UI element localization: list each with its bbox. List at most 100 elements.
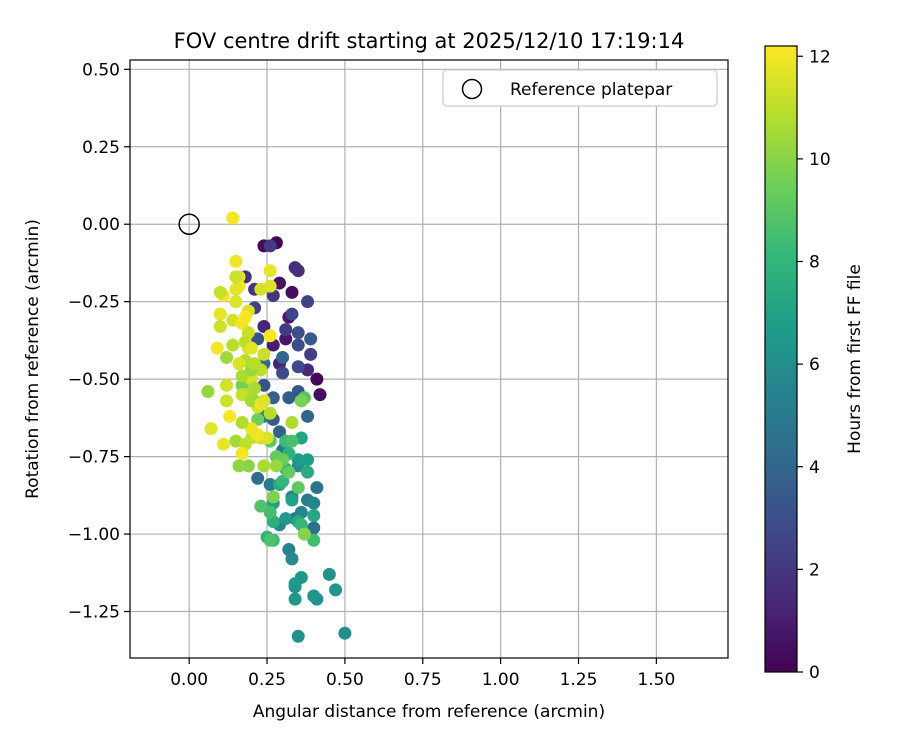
data-point xyxy=(322,567,336,581)
x-tick-label: 0.00 xyxy=(170,670,208,690)
data-point xyxy=(232,459,246,473)
grid xyxy=(130,60,728,658)
data-point xyxy=(285,552,299,566)
data-point xyxy=(254,499,268,513)
colorbar-tick-label: 10 xyxy=(809,150,831,170)
data-point xyxy=(257,459,271,473)
y-tick-label: −1.00 xyxy=(68,525,120,545)
data-point xyxy=(304,332,318,346)
x-axis-label: Angular distance from reference (arcmin) xyxy=(253,702,605,722)
x-axis-ticks: 0.00 0.25 0.50 0.75 1.00 1.25 1.50 xyxy=(170,658,675,690)
data-point xyxy=(307,521,321,535)
data-point xyxy=(235,388,249,402)
data-point xyxy=(301,409,315,423)
data-point xyxy=(229,254,243,268)
colorbar-tick-label: 8 xyxy=(809,253,820,273)
data-point xyxy=(213,319,227,333)
data-point xyxy=(276,350,290,364)
data-point xyxy=(307,533,321,547)
y-tick-label: 0.25 xyxy=(82,138,120,158)
data-point xyxy=(304,347,318,361)
y-tick-label: 0.50 xyxy=(82,60,120,80)
y-axis-label: Rotation from reference (arcmin) xyxy=(23,219,43,499)
data-points xyxy=(201,211,352,643)
data-point xyxy=(301,465,315,479)
data-point xyxy=(238,310,252,324)
data-point xyxy=(220,350,234,364)
colorbar-tick-label: 4 xyxy=(809,458,820,478)
data-point xyxy=(235,369,249,383)
y-tick-label: −0.75 xyxy=(68,448,120,468)
data-point xyxy=(291,360,305,374)
data-point xyxy=(251,428,265,442)
data-point xyxy=(291,326,305,340)
data-point xyxy=(285,285,299,299)
data-point xyxy=(288,577,302,591)
data-point xyxy=(223,409,237,423)
data-point xyxy=(307,508,321,522)
data-point xyxy=(279,332,293,346)
colorbar-ticks: 0 2 4 6 8 10 12 xyxy=(797,47,831,683)
data-point xyxy=(297,527,311,541)
legend-box xyxy=(442,69,718,107)
data-point xyxy=(251,332,265,346)
colorbar-label: Hours from first FF file xyxy=(845,264,865,454)
data-point xyxy=(263,406,277,420)
chart-title: FOV centre drift starting at 2025/12/10 … xyxy=(174,29,685,53)
data-point xyxy=(257,394,271,408)
data-point xyxy=(232,357,246,371)
data-point xyxy=(282,465,296,479)
x-tick-label: 0.50 xyxy=(326,670,364,690)
data-point xyxy=(251,471,265,485)
colorbar-tick-label: 12 xyxy=(809,47,831,67)
data-point xyxy=(248,357,262,371)
data-point xyxy=(291,629,305,643)
data-point xyxy=(301,453,315,467)
data-point xyxy=(282,391,296,405)
data-point xyxy=(235,416,249,430)
data-point xyxy=(210,341,224,355)
reference-platepar-marker xyxy=(178,213,200,235)
data-point xyxy=(229,282,243,296)
data-point xyxy=(291,338,305,352)
colorbar-tick-label: 6 xyxy=(809,355,820,375)
data-point xyxy=(263,533,277,547)
data-point xyxy=(204,422,218,436)
colorbar-gradient xyxy=(764,45,798,673)
data-point xyxy=(251,412,265,426)
data-point xyxy=(226,211,240,225)
colorbar-tick-label: 0 xyxy=(809,663,820,683)
data-point xyxy=(269,459,283,473)
legend-marker-icon xyxy=(461,78,483,100)
data-point xyxy=(285,434,299,448)
data-point xyxy=(276,474,290,488)
colorbar: 0 2 4 6 8 10 12 Hours from first FF file xyxy=(764,45,865,683)
data-point xyxy=(213,285,227,299)
data-point xyxy=(257,347,271,361)
data-point xyxy=(220,378,234,392)
data-point xyxy=(244,341,258,355)
data-point xyxy=(285,307,299,321)
data-point xyxy=(216,437,230,451)
data-point xyxy=(235,447,249,461)
data-point xyxy=(213,307,227,321)
data-point xyxy=(226,338,240,352)
data-point xyxy=(294,394,308,408)
data-point xyxy=(241,459,255,473)
data-point xyxy=(313,388,327,402)
legend: Reference platepar xyxy=(442,69,718,107)
data-point xyxy=(263,477,277,491)
y-tick-label: −0.50 xyxy=(68,370,120,390)
data-point xyxy=(291,264,305,278)
data-point xyxy=(288,592,302,606)
x-tick-label: 1.50 xyxy=(637,670,675,690)
data-point xyxy=(285,416,299,430)
data-point xyxy=(329,583,343,597)
data-point xyxy=(263,239,277,253)
x-tick-label: 0.25 xyxy=(248,670,286,690)
data-point xyxy=(254,282,268,296)
data-point xyxy=(220,394,234,408)
data-point xyxy=(266,490,280,504)
data-point xyxy=(279,512,293,526)
